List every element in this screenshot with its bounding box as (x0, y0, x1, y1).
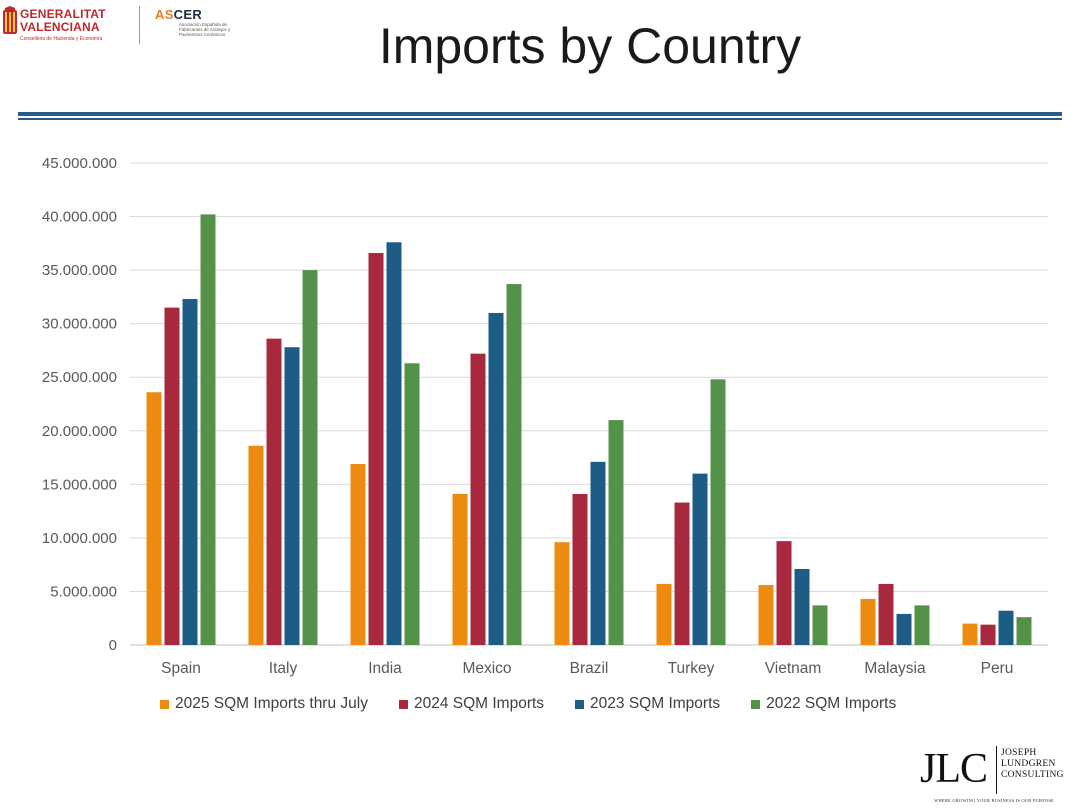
x-tick-label: Turkey (668, 660, 715, 677)
bar (692, 473, 708, 645)
x-tick-label: Spain (161, 660, 201, 677)
bar (488, 312, 504, 645)
bar (674, 502, 690, 645)
coat-of-arms-icon (3, 6, 17, 34)
logo-line-3: Conselleria de Hacienda y Economía (20, 36, 103, 42)
y-tick-label: 30.000.000 (42, 316, 117, 333)
legend-swatch (398, 699, 408, 709)
legend-item: 2024 SQM Imports (398, 695, 545, 713)
bar (758, 585, 774, 645)
y-tick-label: 20.000.000 (42, 423, 117, 440)
generalitat-valenciana-logo: GENERALITAT VALENCIANA Conselleria de Ha… (0, 0, 140, 50)
y-tick-label: 40.000.000 (42, 209, 117, 226)
y-tick-label: 0 (109, 637, 117, 654)
logo-line-2: VALENCIANA (20, 20, 100, 34)
y-tick-label: 45.000.000 (42, 155, 117, 172)
bars (146, 214, 1032, 646)
bar (146, 392, 162, 645)
bar (182, 299, 198, 645)
y-tick-label: 25.000.000 (42, 369, 117, 386)
bar (404, 363, 420, 645)
x-tick-label: Mexico (462, 660, 511, 677)
legend-swatch (751, 699, 761, 709)
title-rule-thick (18, 112, 1062, 116)
x-tick-label: Peru (981, 660, 1014, 677)
bar (1016, 617, 1032, 645)
bar (776, 541, 792, 645)
ascer-suffix: CER (173, 7, 203, 22)
logo-separator (139, 6, 140, 44)
bar (368, 252, 384, 645)
bar (962, 623, 978, 645)
legend-label: 2023 SQM Imports (590, 695, 721, 712)
jlc-name-line-2: LUNDGREN (1001, 759, 1056, 769)
bar (572, 493, 588, 645)
x-tick-label: India (368, 660, 402, 677)
legend-label: 2024 SQM Imports (413, 695, 545, 712)
y-tick-label: 5.000.000 (50, 583, 117, 600)
bar (506, 284, 522, 645)
bar (266, 338, 282, 645)
bar (812, 605, 828, 645)
ascer-subtitle: Asociación Española de Fabricantes de Az… (179, 22, 231, 37)
x-tick-label: Italy (269, 660, 298, 677)
jlc-letters: JLC (920, 746, 988, 792)
bar (350, 463, 366, 645)
legend-swatch (575, 699, 585, 709)
bar (386, 242, 402, 646)
y-axis-ticks: 0 5.000.000 10.000.000 15.000.000 20.000.000… (42, 155, 117, 654)
x-tick-label: Vietnam (765, 660, 822, 677)
bar (860, 598, 876, 645)
bar (656, 583, 672, 645)
bar (878, 583, 894, 645)
chart-legend: 2025 SQM Imports thru July 2024 SQM Impor… (160, 693, 927, 715)
x-axis-ticks: Spain Italy India Mexico Brazil Turkey Vietnam… (161, 660, 1013, 677)
bar (608, 420, 624, 645)
ascer-wordmark: ASCER (155, 8, 265, 21)
y-tick-label: 10.000.000 (42, 530, 117, 547)
bar (710, 379, 726, 645)
bar (200, 214, 216, 645)
legend-item: 2025 SQM Imports thru July (160, 695, 368, 713)
bar (452, 493, 468, 645)
jlc-name: JOSEPH LUNDGREN CONSULTING (1001, 748, 1064, 781)
legend-item: 2022 SQM Imports (751, 695, 896, 713)
bar (590, 461, 606, 645)
bar (554, 542, 570, 645)
title-rule-thin (18, 118, 1062, 120)
bar (914, 605, 930, 645)
bar (470, 353, 486, 645)
page-title: Imports by Country (378, 18, 802, 74)
jlc-logo: JLC JOSEPH LUNDGREN CONSULTING WHERE GRO… (920, 744, 1078, 806)
logo-line-1: GENERALITAT (20, 7, 106, 21)
gridlines (130, 162, 1048, 646)
legend-swatch (160, 699, 169, 709)
jlc-name-line-3: CONSULTING (1001, 770, 1064, 780)
bar (164, 307, 180, 645)
jlc-divider (996, 746, 997, 794)
y-tick-label: 35.000.000 (42, 262, 117, 279)
jlc-tagline: WHERE GROWING YOUR BUSINESS IS OUR PURPO… (934, 798, 1054, 803)
bar (248, 445, 264, 645)
x-tick-label: Malaysia (864, 660, 926, 677)
ascer-prefix: AS (155, 7, 174, 22)
legend-label: 2025 SQM Imports thru July (175, 695, 368, 712)
legend-item: 2023 SQM Imports (575, 695, 720, 713)
bar (980, 624, 996, 645)
jlc-name-line-1: JOSEPH (1001, 748, 1037, 758)
bar (998, 610, 1014, 645)
legend-label: 2022 SQM Imports (766, 695, 897, 712)
bar (302, 270, 318, 645)
bar (896, 613, 912, 645)
bar-chart: 0 5.000.000 10.000.000 15.000.000 20.000.000… (42, 155, 1048, 677)
x-tick-label: Brazil (570, 660, 609, 677)
ascer-logo: ASCER Asociación Española de Fabricantes… (155, 8, 265, 48)
y-tick-label: 15.000.000 (42, 476, 117, 493)
bar (794, 568, 810, 645)
bar (284, 347, 300, 645)
